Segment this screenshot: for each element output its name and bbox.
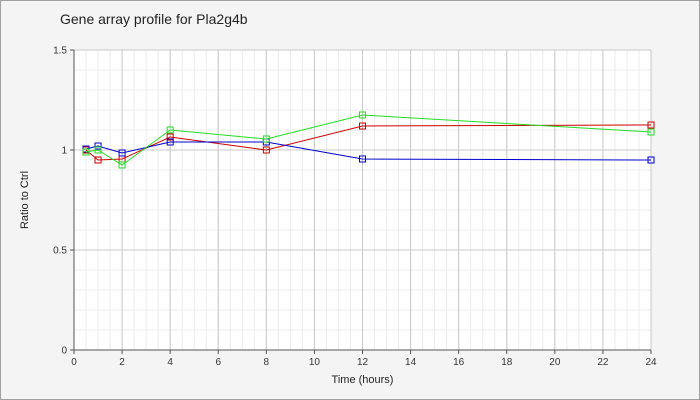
- x-tick-label: 16: [453, 357, 465, 368]
- series-3-marker: [359, 111, 366, 119]
- series-3-marker: [94, 146, 102, 154]
- y-tick-label: 1.5: [53, 46, 67, 57]
- x-tick-label: 2: [119, 357, 125, 368]
- series-1-marker: [166, 133, 174, 141]
- x-tick-label: 18: [501, 357, 513, 368]
- x-tick-label: 0: [71, 357, 77, 368]
- x-axis-ticks: 0 2 4 6 8 10 12 14 16 18 20 22 24: [71, 350, 657, 368]
- series-line-2: [85, 141, 652, 161]
- series-line-1: [85, 124, 652, 161]
- x-axis-title: Time (hours): [332, 374, 394, 386]
- series-2-marker: [647, 156, 655, 164]
- y-axis-ticks: 0 0.5 1 1.5: [53, 46, 74, 357]
- series-layer: [82, 111, 655, 169]
- y-tick-label: 1: [61, 146, 67, 157]
- series-3-marker: [82, 148, 90, 156]
- chart-title: Gene array profile for Pla2g4b: [60, 11, 248, 27]
- y-tick-label: 0: [61, 346, 67, 357]
- y-axis-title: Ratio to Ctrl: [19, 171, 31, 229]
- x-tick-label: 4: [167, 357, 173, 368]
- x-tick-label: 6: [215, 357, 221, 368]
- series-3-marker: [118, 161, 126, 169]
- series-1-marker: [94, 156, 102, 164]
- series-line-3: [85, 114, 652, 166]
- series-2-marker: [359, 155, 366, 163]
- series-3-marker: [647, 128, 655, 136]
- series-1-marker: [359, 122, 366, 130]
- series-2-marker: [118, 149, 126, 157]
- y-tick-label: 0.5: [53, 246, 67, 257]
- x-tick-label: 10: [309, 357, 321, 368]
- series-3-marker: [262, 135, 270, 143]
- series-1-marker: [262, 146, 270, 154]
- series-3-marker: [166, 126, 174, 134]
- x-tick-label: 22: [597, 357, 609, 368]
- series-1-marker: [647, 121, 655, 129]
- x-tick-label: 20: [549, 357, 561, 368]
- series-2-marker: [166, 138, 174, 146]
- x-tick-label: 24: [645, 357, 657, 368]
- x-tick-label: 12: [357, 357, 369, 368]
- x-tick-label: 14: [405, 357, 417, 368]
- x-tick-label: 8: [264, 357, 270, 368]
- series-2-marker: [94, 142, 102, 150]
